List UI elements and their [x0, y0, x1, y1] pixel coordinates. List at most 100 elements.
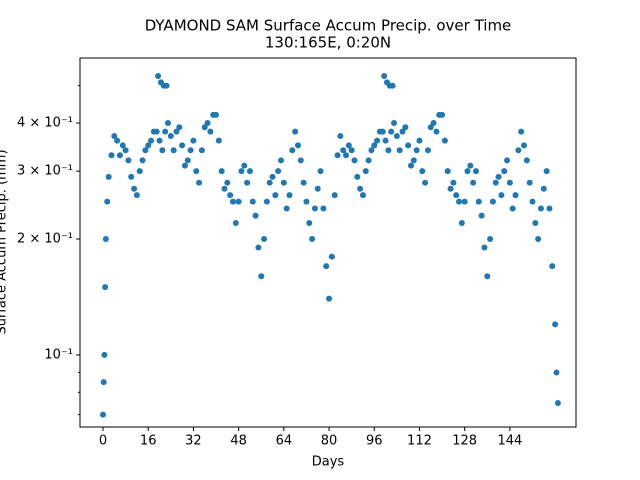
- x-tick-label: 112: [407, 434, 432, 449]
- y-tick-label: 3 × 10⁻¹: [17, 164, 73, 179]
- data-point: [554, 400, 561, 407]
- data-point: [170, 147, 177, 154]
- y-tick-label: 2 × 10⁻¹: [17, 231, 73, 246]
- data-point: [495, 173, 502, 180]
- data-point: [515, 147, 522, 154]
- data-point: [464, 168, 471, 175]
- data-point: [114, 137, 121, 144]
- data-point: [179, 142, 186, 149]
- data-point: [280, 179, 287, 186]
- data-point: [470, 179, 477, 186]
- data-point: [153, 128, 160, 135]
- data-point: [142, 147, 149, 154]
- data-point: [461, 198, 468, 205]
- data-point: [173, 128, 180, 135]
- data-point: [300, 179, 307, 186]
- x-tick-label: 0: [99, 434, 107, 449]
- y-tick-label: 10⁻¹: [44, 347, 73, 362]
- data-point: [235, 198, 242, 205]
- data-point: [116, 152, 123, 159]
- data-point: [521, 142, 528, 149]
- data-point: [125, 157, 132, 164]
- data-point: [458, 220, 465, 227]
- data-point: [389, 82, 396, 89]
- data-point: [238, 168, 245, 175]
- data-point: [512, 192, 519, 199]
- data-point: [362, 168, 369, 175]
- data-point: [340, 147, 347, 154]
- data-point: [552, 321, 559, 328]
- data-point: [289, 147, 296, 154]
- data-point: [385, 147, 392, 154]
- data-point: [159, 147, 166, 154]
- data-point: [131, 185, 138, 192]
- x-tick-label: 144: [497, 434, 522, 449]
- data-point: [278, 157, 285, 164]
- data-point: [447, 185, 454, 192]
- data-point: [292, 128, 299, 135]
- data-point: [549, 263, 556, 270]
- data-point: [391, 120, 398, 127]
- data-point: [252, 212, 259, 219]
- data-point: [337, 133, 344, 140]
- data-point: [213, 111, 220, 118]
- data-point: [105, 173, 112, 180]
- data-point: [430, 120, 437, 127]
- data-point: [537, 205, 544, 212]
- chart-subtitle: 130:165E, 0:20N: [265, 34, 391, 52]
- data-point: [111, 133, 118, 140]
- data-point: [326, 295, 333, 302]
- data-point: [317, 168, 324, 175]
- data-point: [162, 128, 169, 135]
- data-point: [498, 192, 505, 199]
- data-point: [419, 168, 426, 175]
- y-axis-label: Surface Accum Precip. (mm): [0, 149, 10, 334]
- data-point: [100, 379, 107, 386]
- data-point: [424, 147, 431, 154]
- data-point: [241, 162, 248, 169]
- data-point: [181, 162, 188, 169]
- data-point: [396, 147, 403, 154]
- data-point: [328, 253, 335, 260]
- data-point: [102, 235, 109, 242]
- x-tick-label: 16: [140, 434, 157, 449]
- data-point: [331, 192, 338, 199]
- data-point: [255, 244, 262, 251]
- data-point: [164, 120, 171, 127]
- data-point: [444, 168, 451, 175]
- data-point: [518, 128, 525, 135]
- data-point: [309, 235, 316, 242]
- data-point: [413, 147, 420, 154]
- data-point: [145, 142, 152, 149]
- data-point: [509, 205, 516, 212]
- data-point: [261, 235, 268, 242]
- data-point: [543, 168, 550, 175]
- data-point: [402, 124, 409, 131]
- data-point: [379, 128, 386, 135]
- data-point: [167, 133, 174, 140]
- data-point: [258, 273, 265, 280]
- data-point: [193, 168, 200, 175]
- data-point: [381, 72, 388, 79]
- data-point: [472, 168, 479, 175]
- data-point: [546, 205, 553, 212]
- data-point: [399, 128, 406, 135]
- data-point: [229, 198, 236, 205]
- data-point: [119, 142, 126, 149]
- data-point: [303, 198, 310, 205]
- data-point: [122, 147, 129, 154]
- data-point: [101, 351, 108, 358]
- data-point: [215, 137, 222, 144]
- chart-title: DYAMOND SAM Surface Accum Precip. over T…: [145, 17, 512, 35]
- data-point: [504, 157, 511, 164]
- x-tick-label: 32: [185, 434, 202, 449]
- data-point: [453, 192, 460, 199]
- data-point: [218, 168, 225, 175]
- data-point: [108, 152, 115, 159]
- data-point: [156, 137, 163, 144]
- data-point: [221, 185, 228, 192]
- data-point: [227, 192, 234, 199]
- data-point: [359, 192, 366, 199]
- data-point: [155, 72, 162, 79]
- data-point: [266, 179, 273, 186]
